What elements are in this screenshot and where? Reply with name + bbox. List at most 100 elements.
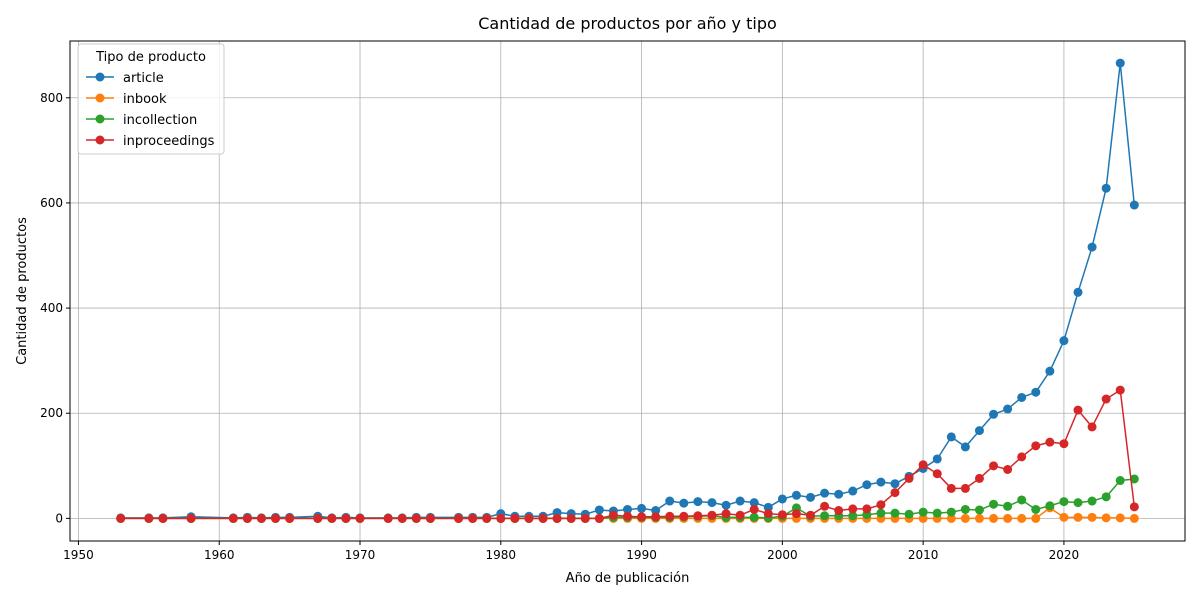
x-tick-label: 1970 <box>345 548 376 562</box>
data-point-inproceedings <box>904 473 914 483</box>
data-point-inproceedings <box>256 513 266 523</box>
data-point-article <box>679 498 689 508</box>
data-point-inproceedings <box>651 512 661 522</box>
data-point-incollection <box>918 507 928 517</box>
data-point-inproceedings <box>510 513 520 523</box>
data-point-inproceedings <box>454 513 464 523</box>
legend: Tipo de producto article inbook incollecti… <box>77 43 225 155</box>
data-point-article <box>651 506 661 516</box>
data-point-article <box>1087 242 1097 252</box>
data-point-incollection <box>749 512 759 522</box>
data-point-inproceedings <box>496 513 506 523</box>
data-point-inbook <box>1003 513 1013 523</box>
data-point-article <box>946 432 956 442</box>
data-point-inproceedings <box>1045 437 1055 447</box>
data-point-inproceedings <box>116 513 126 523</box>
data-point-inbook <box>1031 513 1041 523</box>
legend-label: inbook <box>123 92 167 107</box>
data-point-inbook <box>974 513 984 523</box>
data-point-inproceedings <box>806 510 816 520</box>
data-point-inproceedings <box>327 513 337 523</box>
x-tick-label: 1980 <box>486 548 517 562</box>
data-point-article <box>989 409 999 419</box>
y-tick-label: 0 <box>55 511 63 525</box>
data-point-inproceedings <box>989 461 999 471</box>
data-point-incollection <box>1115 476 1125 486</box>
legend-item-inbook: inbook <box>86 92 167 107</box>
data-point-inproceedings <box>482 513 492 523</box>
data-point-inproceedings <box>1003 465 1013 474</box>
legend-swatch-marker <box>95 114 105 124</box>
data-point-inproceedings <box>777 510 787 520</box>
data-point-article <box>1115 58 1125 68</box>
data-point-article <box>749 498 759 508</box>
data-point-inproceedings <box>341 513 351 523</box>
data-point-inproceedings <box>1073 405 1083 415</box>
data-point-inproceedings <box>693 511 703 521</box>
data-point-incollection <box>1087 496 1097 506</box>
series-inproceedings <box>116 385 1139 523</box>
legend-title: Tipo de producto <box>95 50 206 65</box>
data-point-article <box>960 442 970 452</box>
data-point-inproceedings <box>1129 502 1139 512</box>
data-point-incollection <box>1031 504 1041 514</box>
data-point-inproceedings <box>538 513 548 523</box>
data-point-inproceedings <box>242 513 252 523</box>
data-point-inbook <box>946 513 956 523</box>
data-point-incollection <box>904 509 914 519</box>
data-point-inproceedings <box>271 513 281 523</box>
data-point-inproceedings <box>228 513 238 523</box>
data-point-inproceedings <box>848 504 858 514</box>
data-point-inproceedings <box>411 513 421 523</box>
data-point-article <box>1129 200 1139 210</box>
x-tick-label: 1990 <box>626 548 657 562</box>
legend-item-inproceedings: inproceedings <box>86 134 215 149</box>
data-point-article <box>594 505 604 515</box>
data-point-inproceedings <box>946 483 956 493</box>
data-point-incollection <box>960 504 970 514</box>
data-point-incollection <box>1059 497 1069 507</box>
data-point-inproceedings <box>355 513 365 523</box>
data-point-article <box>777 494 787 504</box>
data-point-inproceedings <box>763 509 773 519</box>
data-point-inproceedings <box>918 460 928 470</box>
data-point-inproceedings <box>862 504 872 514</box>
y-tick-label: 400 <box>40 301 63 315</box>
data-point-inproceedings <box>552 513 562 523</box>
data-point-article <box>834 489 844 499</box>
data-point-inproceedings <box>820 501 830 511</box>
data-point-inproceedings <box>566 513 576 523</box>
data-point-article <box>693 497 703 507</box>
data-point-inproceedings <box>608 510 618 520</box>
data-point-inproceedings <box>594 513 604 523</box>
data-point-inproceedings <box>468 513 478 523</box>
data-point-inbook <box>1087 512 1097 522</box>
data-point-article <box>1003 404 1013 414</box>
data-point-inproceedings <box>960 483 970 493</box>
legend-box <box>77 43 225 155</box>
data-point-incollection <box>876 508 886 518</box>
data-point-incollection <box>1003 501 1013 511</box>
data-point-inproceedings <box>285 513 295 523</box>
data-point-inproceedings <box>1087 422 1097 432</box>
y-tick-label: 200 <box>40 406 63 420</box>
data-point-inproceedings <box>1031 441 1041 451</box>
data-point-inbook <box>1101 513 1111 523</box>
data-point-inbook <box>918 513 928 523</box>
data-point-article <box>1017 392 1027 402</box>
data-point-inproceedings <box>313 513 323 523</box>
data-point-inproceedings <box>665 511 675 521</box>
data-point-article <box>707 498 717 508</box>
data-point-inproceedings <box>637 512 647 522</box>
data-point-article <box>623 504 632 514</box>
data-point-incollection <box>820 511 830 521</box>
data-point-inproceedings <box>890 488 900 498</box>
data-point-article <box>735 496 745 506</box>
data-point-incollection <box>848 511 858 521</box>
x-tick-label: 1960 <box>204 548 235 562</box>
plot-area <box>69 40 1186 542</box>
data-point-article <box>1101 183 1111 193</box>
y-tick-label: 800 <box>40 91 63 105</box>
x-tick-label: 2020 <box>1049 548 1080 562</box>
